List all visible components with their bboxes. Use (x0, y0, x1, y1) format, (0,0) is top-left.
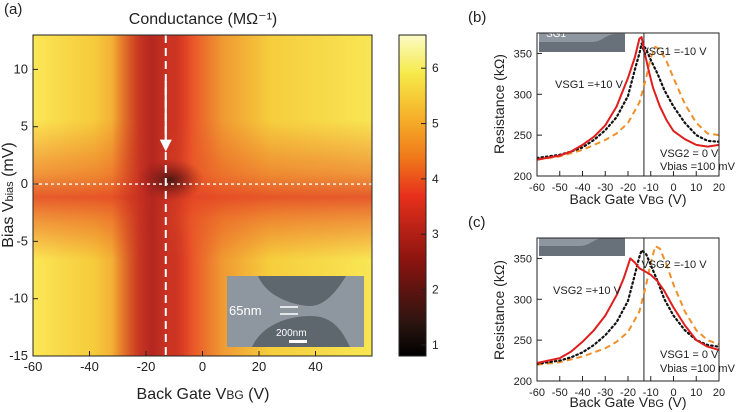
annotation-vbias-100-c: Vbias =100 mV (660, 363, 736, 375)
panel-b-y-axis-label: Resistance (kΩ) (491, 54, 507, 154)
panel-c: (c) SG2 -60 -50 -40 -30 -20 -10 0 10 20 200 250 30… (468, 214, 736, 410)
heatmap-minimum-spot (136, 158, 204, 202)
heatmap-y-tick-label: -5 (16, 233, 28, 248)
annotation-vsg1-0: VSG1 = 0 V (660, 349, 719, 361)
panel-a: (a) Conductance (MΩ⁻¹) 65nm 200nm -60 -40… (0, 1, 439, 403)
heatmap-zero-bias-band (33, 120, 372, 260)
panel-c-y-tick-label: 300 (514, 294, 532, 306)
panel-b-series (537, 36, 719, 161)
sg2-inset: SG2 (539, 230, 625, 256)
sg1-inset-gate (539, 34, 625, 52)
panel-b-y-tick-label: 250 (514, 130, 532, 142)
heatmap-x-tick-label: 20 (252, 359, 266, 374)
panel-c-x-tick-label: 0 (670, 387, 676, 399)
heatmap-y-tick-label: -10 (9, 291, 28, 306)
panel-b-y-tick-label: 200 (514, 171, 532, 183)
colorbar-tick-label: 3 (432, 227, 439, 241)
scalebar-label: 200nm (276, 328, 307, 339)
panel-c-series (537, 245, 719, 366)
panel-b-series-dashed (537, 45, 719, 161)
panel-c-x-tick-label: 10 (690, 387, 702, 399)
panel-b-x-tick-label: 0 (670, 182, 676, 194)
heatmap-title: Conductance (MΩ⁻¹) (129, 11, 277, 28)
heatmap-y-axis-label: Bias Vbias (mV) (0, 142, 17, 248)
panel-c-x-tick-label: -30 (597, 387, 613, 399)
sem-upper-gate (258, 276, 346, 306)
heatmap-x-tick-label: -20 (137, 359, 156, 374)
panel-b-x-tick-label: 20 (713, 182, 725, 194)
panel-b-series-solid (537, 36, 719, 161)
sg1-inset-upper (590, 22, 620, 28)
panel-b-x-ticks: -60 -50 -40 -30 -20 -10 0 10 20 (529, 171, 725, 194)
panel-b-x-tick-label: -30 (597, 182, 613, 194)
panel-b-x-axis-label: Back Gate VBG (V) (569, 191, 686, 207)
annotation-vbias-100: Vbias =100 mV (660, 161, 736, 173)
panel-b-x-tick-label: 10 (690, 182, 702, 194)
panel-c-y-axis-label: Resistance (kΩ) (491, 260, 507, 360)
arrow-head-icon (159, 139, 172, 152)
panel-b-y-ticks: 200 250 300 350 (514, 48, 542, 183)
panel-c-x-ticks: -60 -50 -40 -30 -20 -10 0 10 20 (529, 376, 725, 399)
heatmap-x-ticks: -60 -40 -20 0 20 40 (24, 351, 323, 374)
panel-c-series-solid (537, 257, 719, 364)
heatmap-y-tick-label: 10 (14, 61, 28, 76)
annotation-vsg2-plus10: VSG2 =+10 V (553, 285, 622, 297)
panel-c-x-tick-label: 20 (713, 387, 725, 399)
heatmap-y-tick-label: 0 (21, 176, 28, 191)
sg1-inset-label: SG1 (546, 29, 566, 40)
panel-a-label: (a) (4, 1, 22, 18)
heatmap-x-tick-label: -40 (80, 359, 99, 374)
panel-b-x-tick-label: -10 (643, 182, 659, 194)
heatmap-y-ticks: -15 -10 -5 0 5 10 (9, 61, 38, 363)
sg1-inset: SG1 (539, 22, 625, 52)
annotation-vsg1-minus10: VSG1 =-10 V (641, 46, 707, 58)
heatmap-y-tick-label: -15 (9, 348, 28, 363)
annotation-vsg2-minus10: VSG2 =-10 V (641, 259, 707, 271)
colorbar-gradient (398, 34, 427, 357)
heatmap-x-tick-label: -60 (24, 359, 43, 374)
panel-c-x-tick-label: -60 (529, 387, 545, 399)
sem-lower-gate (252, 316, 350, 347)
panel-b-y-tick-label: 350 (514, 48, 532, 60)
panel-b: (b) SG1 -60 -50 -40 -30 -20 -10 0 10 20 200 250 30… (468, 9, 736, 207)
panel-b-x-tick-label: -20 (620, 182, 636, 194)
panel-c-x-tick-label: -40 (575, 387, 591, 399)
colorbar-tick-label: 1 (432, 338, 439, 352)
colorbar-tick-label: 6 (432, 61, 439, 75)
panel-b-x-tick-label: -60 (529, 182, 545, 194)
heatmap-y-tick-label: 5 (21, 119, 28, 134)
colorbar-tick-label: 2 (432, 283, 439, 297)
annotation-vsg1-plus10: VSG1 =+10 V (555, 79, 624, 91)
panel-b-x-tick-label: -40 (575, 182, 591, 194)
colorbar: 1 2 3 4 5 6 (398, 34, 439, 357)
sem-inset: 65nm 200nm (227, 276, 364, 347)
panel-c-x-axis-label: Back Gate VBG (V) (569, 394, 686, 410)
panel-b-series-dotted (537, 42, 719, 160)
heatmap-x-tick-label: 0 (199, 359, 206, 374)
panel-c-series-dotted (537, 249, 719, 365)
sg2-inset-gate (539, 238, 625, 256)
colorbar-tick-label: 4 (432, 172, 439, 186)
scalebar (289, 340, 307, 343)
heatmap-x-axis-label: Back Gate VBG (V) (137, 386, 270, 403)
panel-c-label: (c) (468, 214, 486, 231)
panel-c-y-tick-label: 200 (514, 376, 532, 388)
sg2-inset-label: SG2 (596, 230, 616, 241)
panel-c-x-tick-label: -10 (643, 387, 659, 399)
panel-b-label: (b) (468, 9, 486, 26)
annotation-vsg2-0: VSG2 = 0 V (660, 148, 719, 160)
panel-b-x-tick-label: -50 (552, 182, 568, 194)
panel-c-x-tick-label: -20 (620, 387, 636, 399)
constriction-width-label: 65nm (229, 303, 262, 318)
panel-b-y-tick-label: 300 (514, 89, 532, 101)
heatmap-x-tick-label: 40 (308, 359, 322, 374)
panel-c-x-tick-label: -50 (552, 387, 568, 399)
colorbar-tick-label: 5 (432, 117, 439, 131)
colorbar-ticks: 1 2 3 4 5 6 (421, 61, 439, 352)
panel-c-y-tick-label: 350 (514, 253, 532, 265)
panel-c-y-ticks: 200 250 300 350 (514, 253, 542, 388)
panel-c-y-tick-label: 250 (514, 335, 532, 347)
